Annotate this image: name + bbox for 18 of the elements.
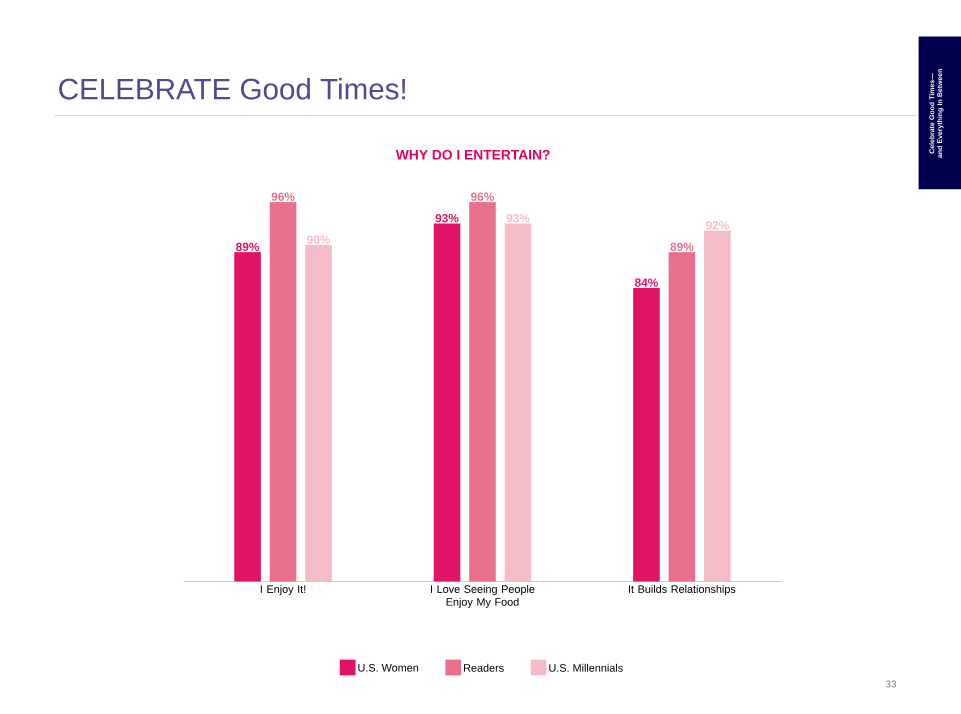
x-tick-label: I Enjoy It! bbox=[260, 585, 306, 596]
data-label: 89% bbox=[670, 242, 694, 252]
chart-subtitle: WHY DO I ENTERTAIN? bbox=[396, 150, 550, 160]
x-tick-label: It Builds Relationships bbox=[628, 585, 736, 596]
data-label: 93% bbox=[506, 214, 530, 223]
data-label: 89% bbox=[236, 242, 260, 252]
x-tick-label: I Love Seeing People Enjoy My Food bbox=[431, 585, 534, 608]
legend-label: U.S. Women bbox=[358, 664, 418, 672]
legend-label: U.S. Millennials bbox=[549, 664, 623, 672]
data-label: 92% bbox=[706, 221, 729, 230]
data-label: 96% bbox=[272, 192, 295, 202]
data-label: 93% bbox=[436, 214, 459, 223]
data-label: 96% bbox=[471, 192, 494, 202]
legend-label: Readers bbox=[464, 664, 504, 672]
data-label: 90% bbox=[307, 236, 330, 244]
data-label: 84% bbox=[634, 278, 658, 287]
chart-title: CELEBRATE Good Times! bbox=[59, 78, 406, 100]
text: 33 bbox=[886, 680, 896, 688]
